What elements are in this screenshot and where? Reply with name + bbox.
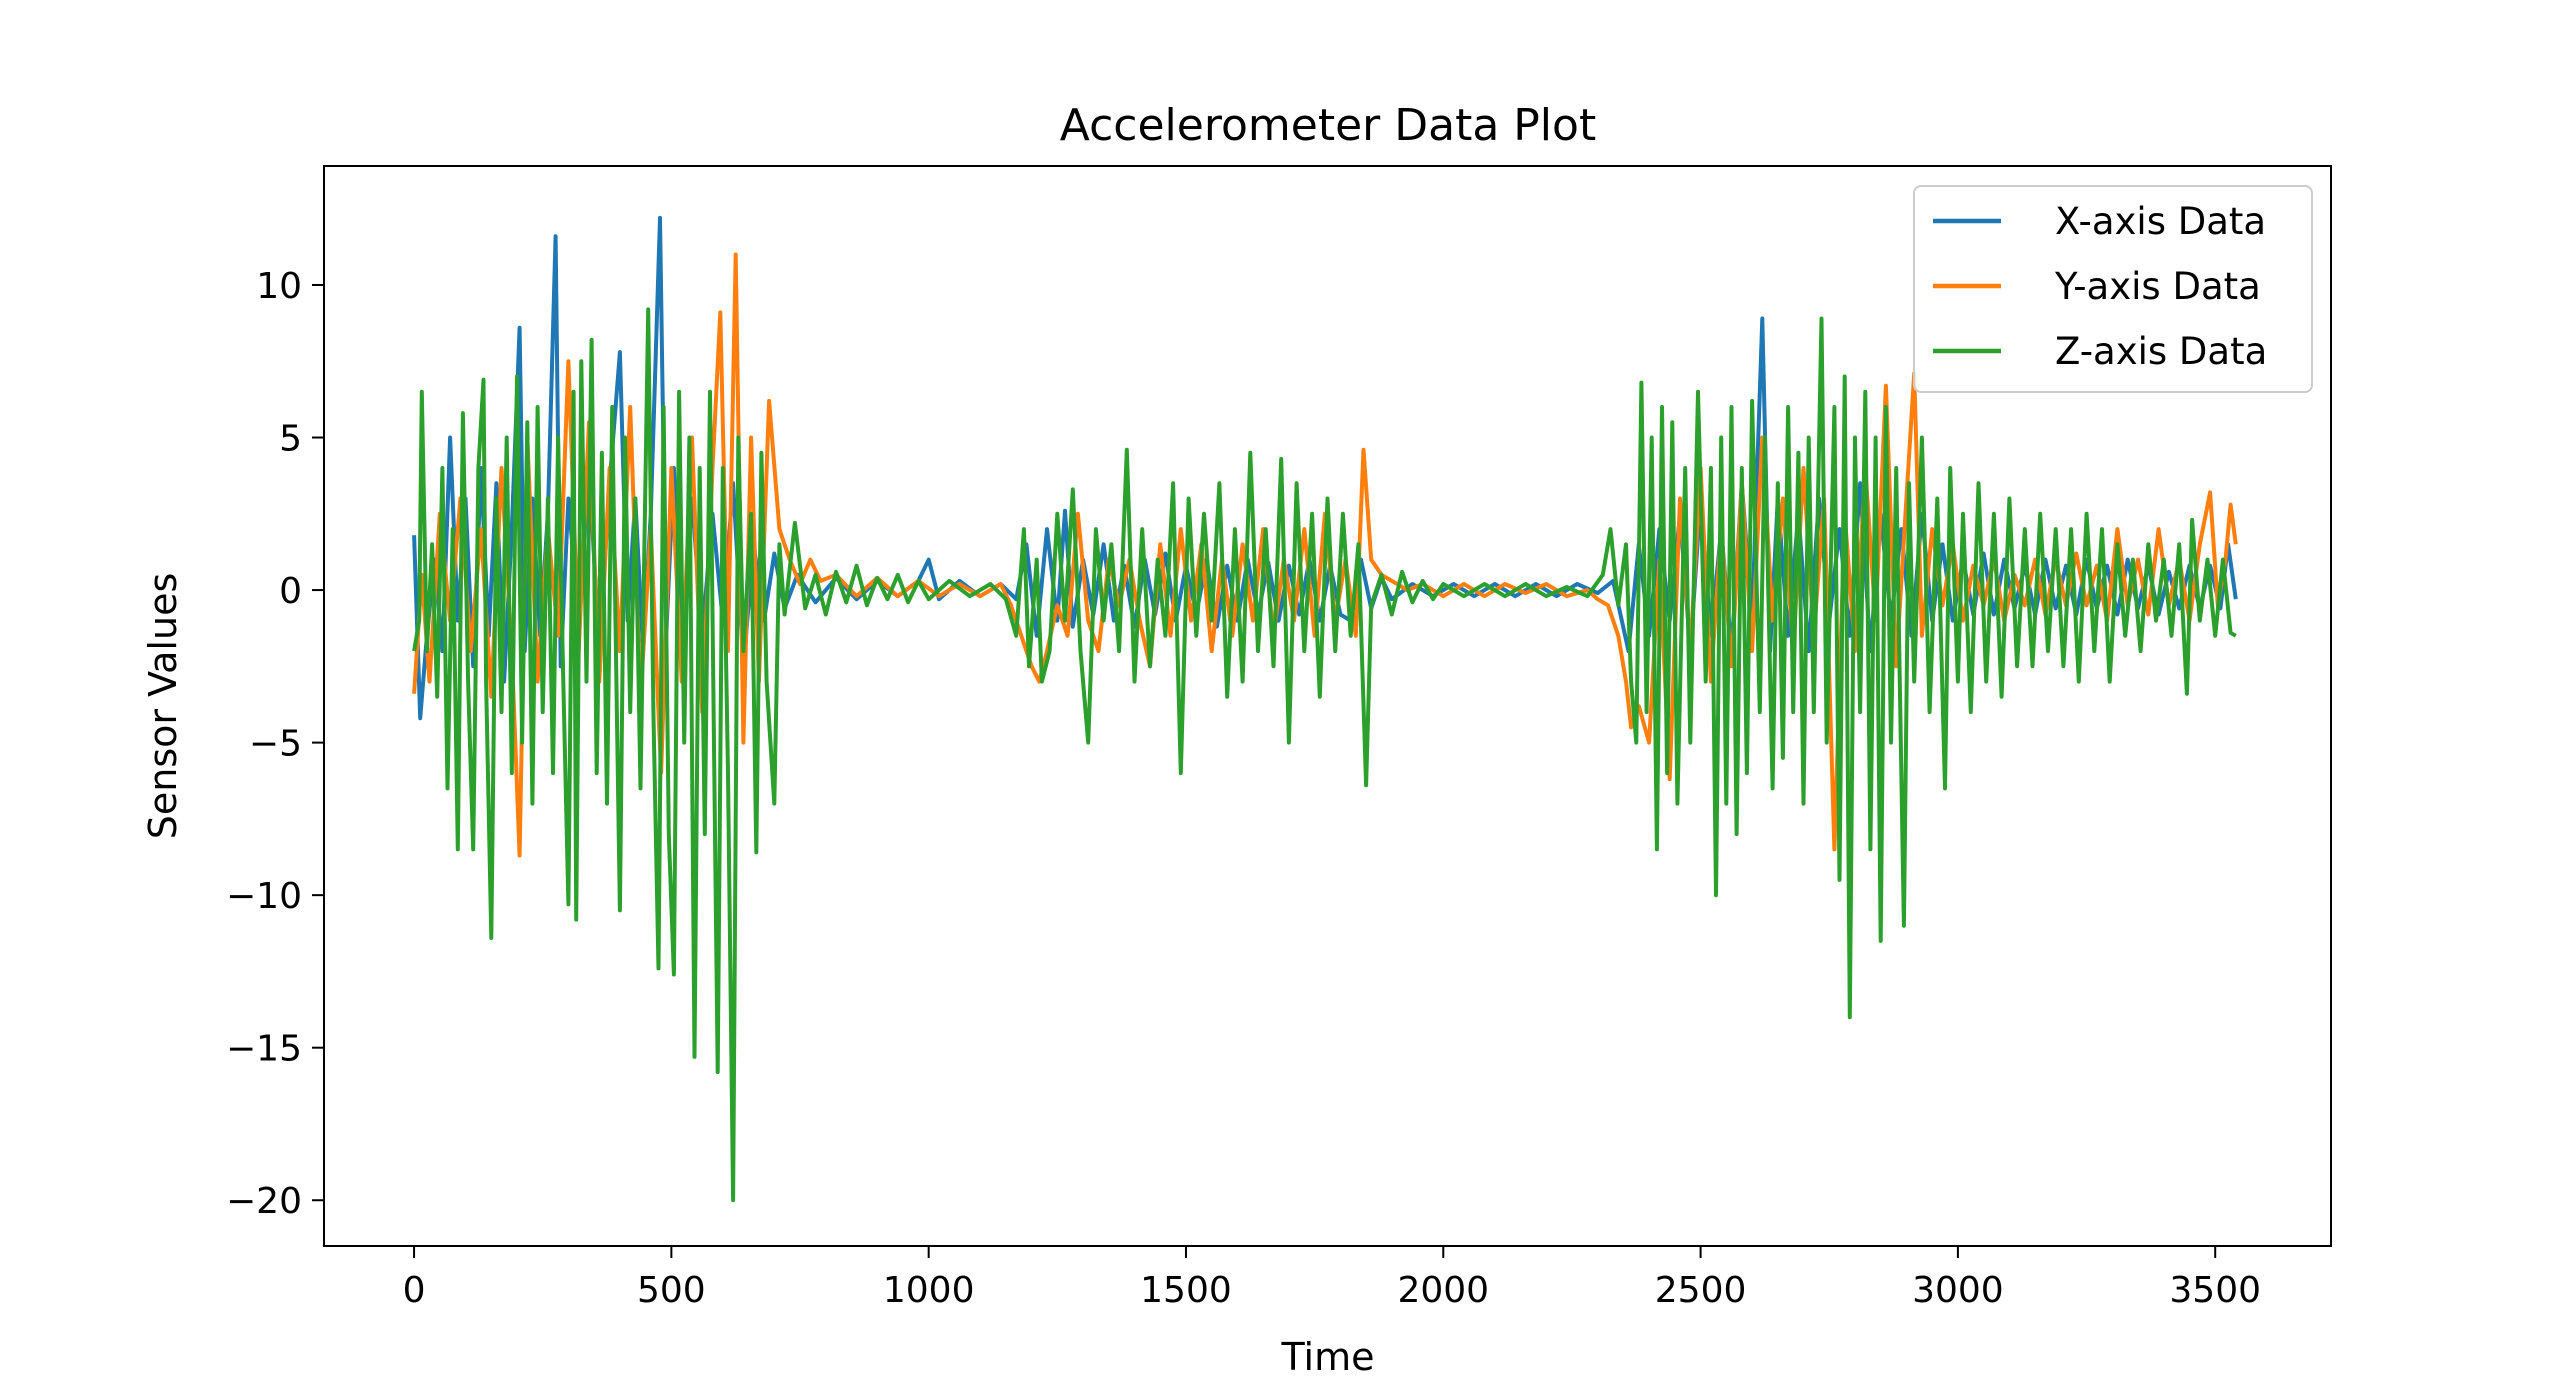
- y-tick-label: −5: [249, 724, 302, 765]
- legend-label-x-axis: X-axis Data: [2055, 200, 2266, 243]
- chart-title: Accelerometer Data Plot: [1060, 100, 1596, 151]
- y-tick-label: 10: [256, 266, 302, 307]
- x-axis-label: Time: [1281, 1335, 1375, 1379]
- legend-label-y-axis: Y-axis Data: [2054, 265, 2261, 308]
- y-tick-label: −20: [226, 1181, 302, 1222]
- x-tick-label: 2000: [1397, 1270, 1489, 1311]
- x-tick-label: 0: [403, 1270, 426, 1311]
- x-tick-label: 1500: [1140, 1270, 1232, 1311]
- y-tick-label: 0: [279, 571, 302, 612]
- y-tick-label: 5: [279, 419, 302, 460]
- y-axis-ticks: 10 5 0 −5 −10 −15 −20: [226, 266, 324, 1222]
- legend-label-z-axis: Z-axis Data: [2055, 330, 2267, 373]
- y-tick-label: −10: [226, 876, 302, 917]
- y-axis-label: Sensor Values: [141, 573, 185, 839]
- x-tick-label: 1000: [883, 1270, 975, 1311]
- x-axis-ticks: 0 500 1000 1500 2000 2500 3000 3500: [403, 1246, 2261, 1311]
- legend: X-axis Data Y-axis Data Z-axis Data: [1913, 185, 2313, 393]
- plot-area-frame: [323, 165, 2332, 1247]
- x-tick-label: 2500: [1655, 1270, 1747, 1311]
- x-tick-label: 3500: [2169, 1270, 2261, 1311]
- z-axis-data-line: [412, 307, 2237, 1203]
- x-tick-label: 500: [637, 1270, 706, 1311]
- x-tick-label: 3000: [1912, 1270, 2004, 1311]
- series-layer: [412, 215, 2238, 1203]
- legend-box: [1913, 185, 2313, 393]
- y-tick-label: −15: [226, 1029, 302, 1070]
